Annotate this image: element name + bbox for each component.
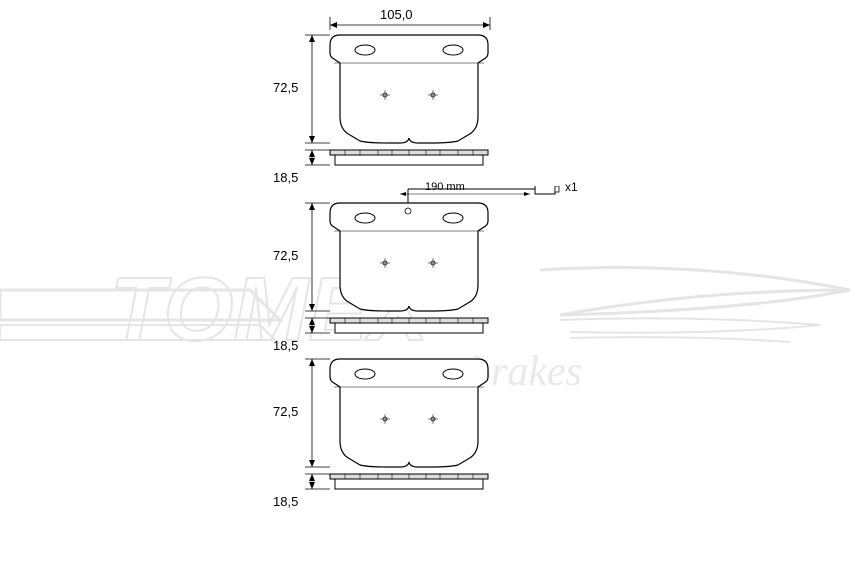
height-dimension-2: 72,5: [273, 248, 298, 263]
connector-qty: x1: [565, 180, 578, 194]
thickness-dimension-1: 18,5: [273, 170, 298, 185]
thickness-dimension-3: 18,5: [273, 494, 298, 509]
height-dimension-3: 72,5: [273, 404, 298, 419]
technical-drawing: 105,0 72,5: [275, 10, 675, 466]
height-dimension-1: 72,5: [273, 80, 298, 95]
wire-dimension: 190 mm: [425, 181, 465, 193]
thickness-dimension-2: 18,5: [273, 338, 298, 353]
